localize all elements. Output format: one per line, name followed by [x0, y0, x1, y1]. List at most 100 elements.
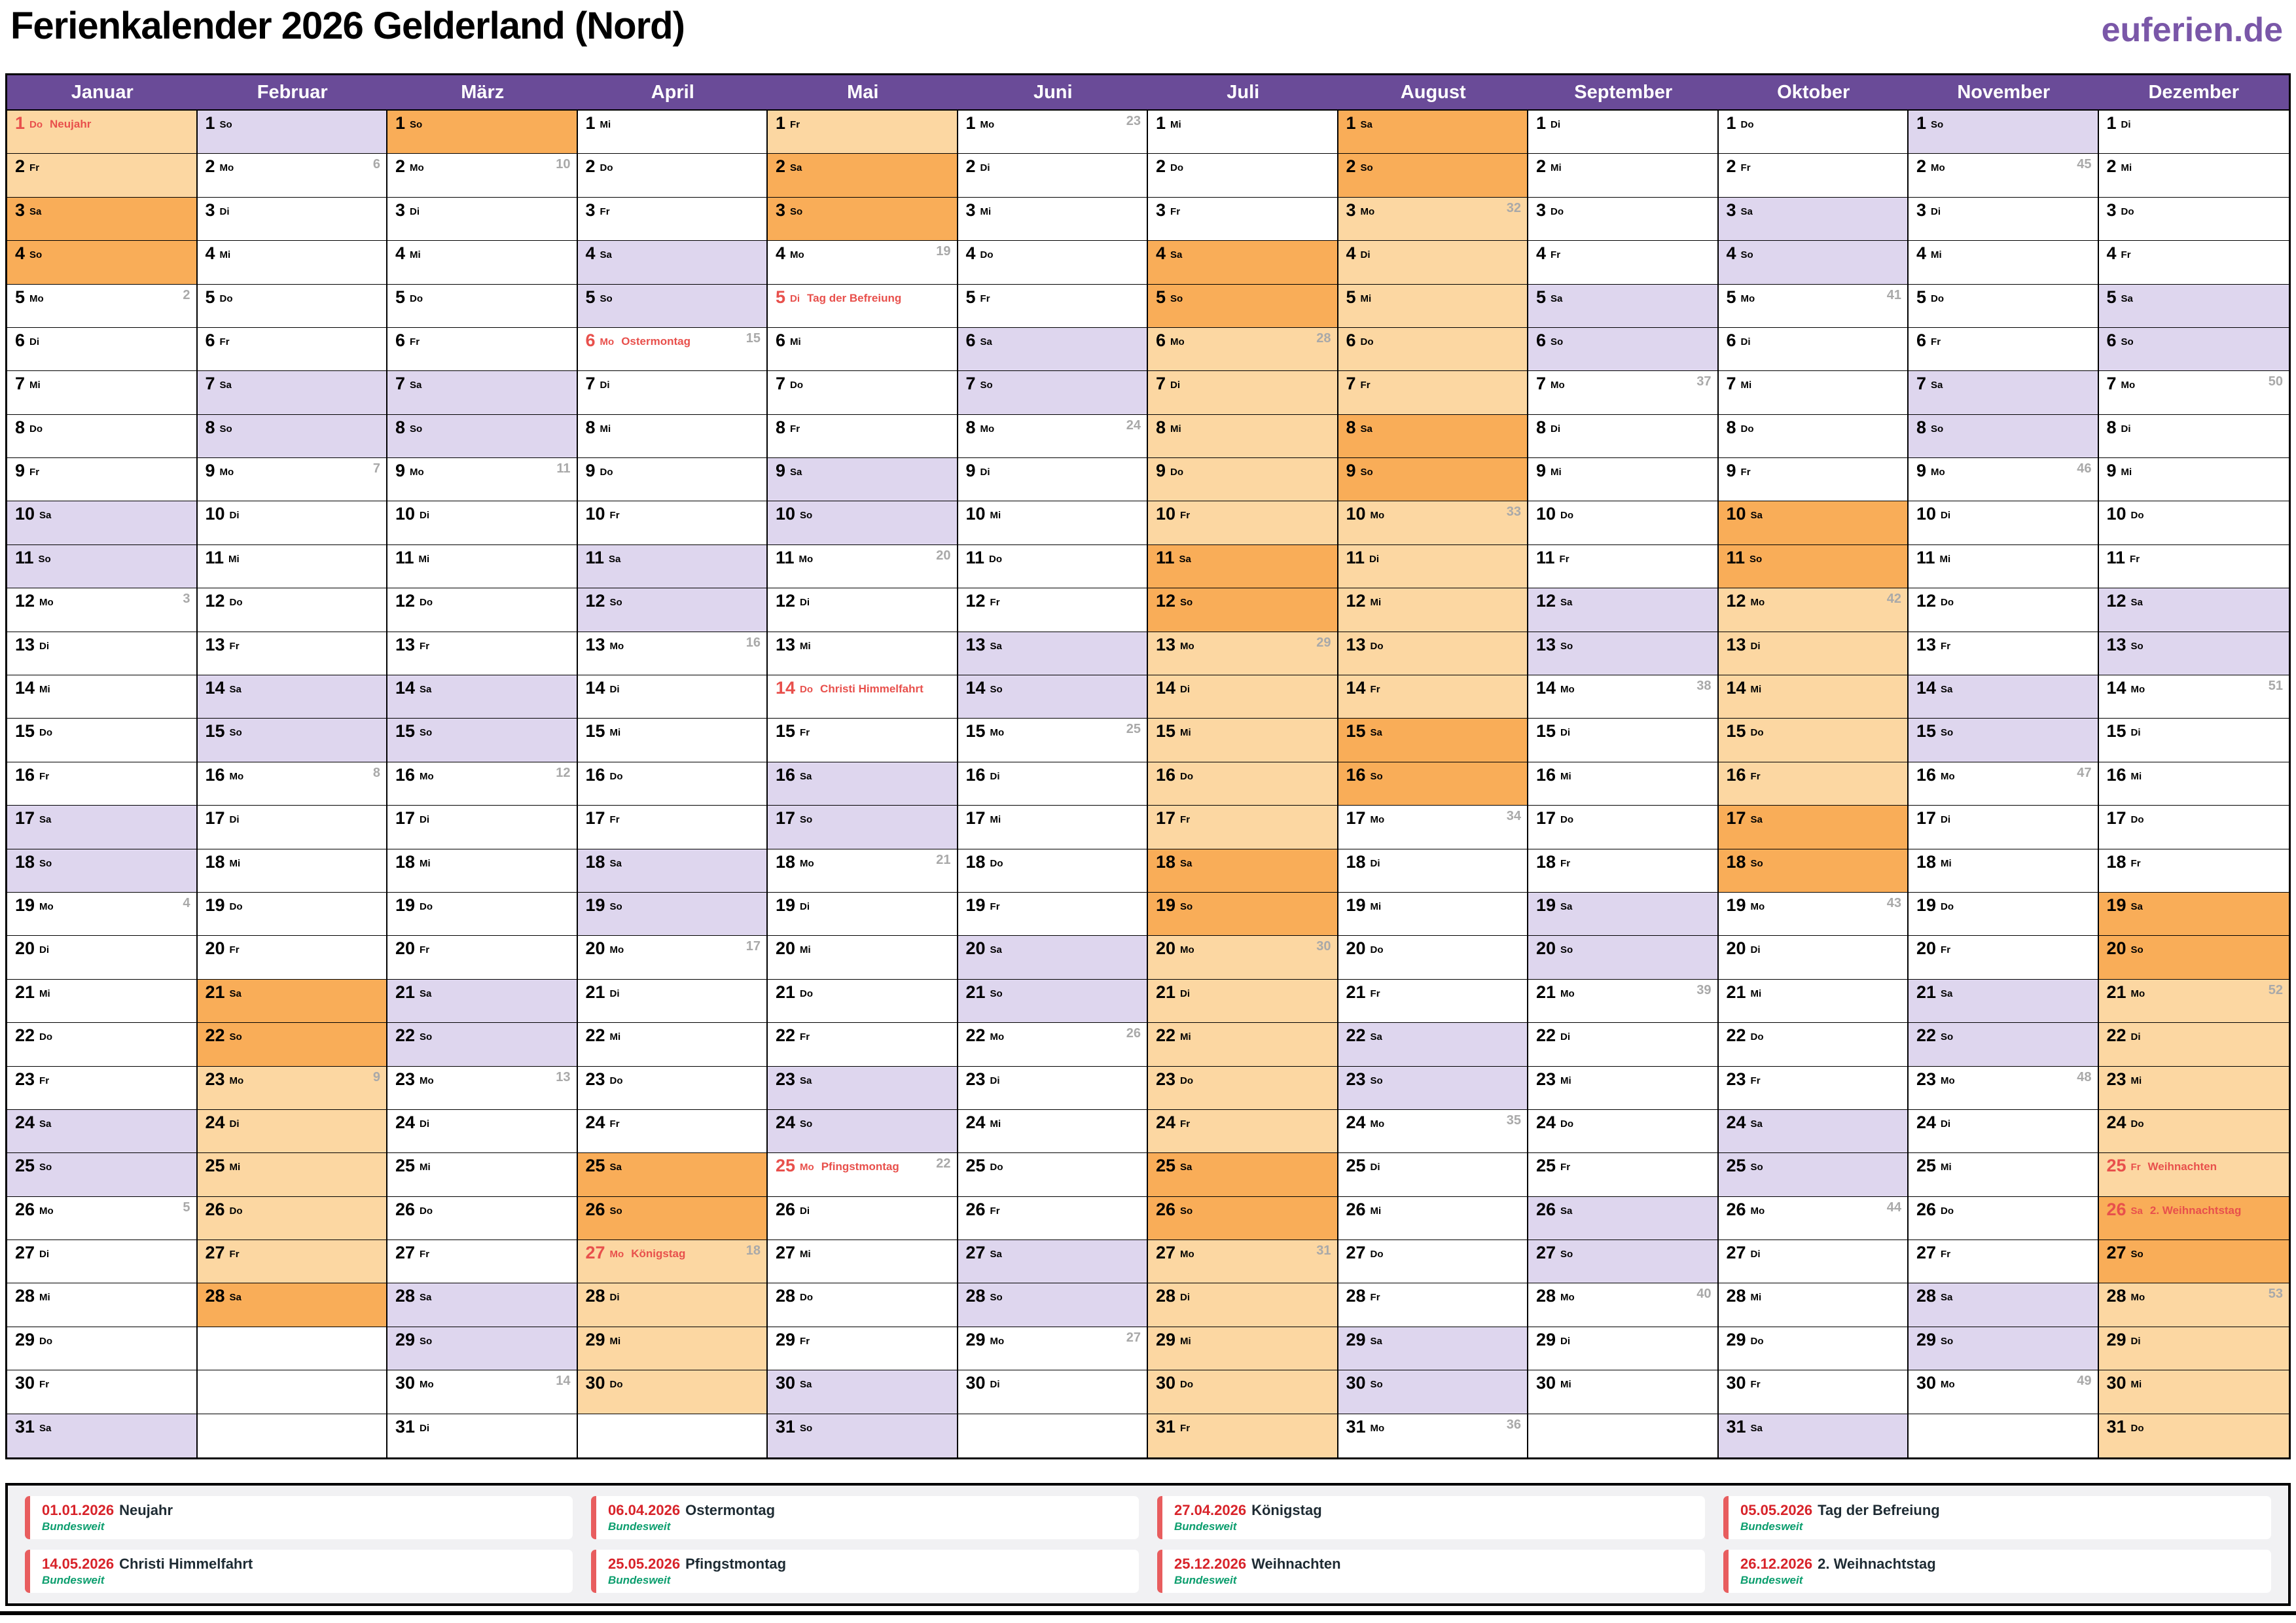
day-number: 4	[1156, 243, 1166, 264]
day-cell: 13 So	[2098, 632, 2289, 676]
weekday-label: So	[980, 380, 993, 391]
day-cell: 9 Fr	[7, 458, 196, 502]
weekday-label: Di	[990, 1379, 1000, 1391]
month-header-juli: Juli	[1227, 81, 1260, 103]
day-number: 27	[1156, 1243, 1176, 1263]
legend-scope: Bundesweit	[608, 1574, 671, 1587]
day-number: 18	[965, 851, 986, 872]
day-number: 10	[965, 504, 986, 524]
day-number: 10	[1346, 504, 1366, 524]
weekday-label: Mo	[980, 423, 995, 435]
day-cell: 14 Fr	[1338, 675, 1527, 719]
day-number: 24	[1156, 1112, 1176, 1132]
day-number: 31	[1726, 1416, 1746, 1436]
weekday-label: So	[2130, 640, 2144, 652]
day-number: 5	[585, 287, 596, 307]
weekday-label: So	[790, 205, 803, 217]
weekday-label: Di	[600, 380, 610, 391]
weekday-label: Sa	[420, 988, 432, 999]
day-number: 8	[205, 417, 215, 437]
day-cell: 26 Do	[197, 1196, 386, 1241]
weekday-label: Mi	[1180, 1335, 1191, 1347]
day-cell: 19 Mo 4	[7, 892, 196, 936]
day-cell: 1 So	[387, 111, 577, 154]
day-cell: 7 So	[958, 371, 1147, 415]
month-header-märz: März	[461, 81, 505, 103]
weekday-label: Do	[2130, 1118, 2144, 1130]
day-number: 14	[1916, 678, 1937, 698]
week-number: 28	[1316, 330, 1331, 346]
weekday-label: Mi	[229, 1162, 241, 1173]
day-cell: 6 Fr	[197, 327, 386, 372]
legend-holiday-name: Tag der Befreiung	[1818, 1501, 1940, 1518]
empty-day-cell	[577, 1414, 766, 1457]
weekday-label: Fr	[229, 640, 240, 652]
weekday-label: Mo	[609, 640, 624, 652]
day-number: 2	[1536, 156, 1547, 177]
weekday-label: Do	[39, 727, 53, 739]
day-number: 9	[585, 461, 596, 481]
day-cell: 2 Mi	[2098, 154, 2289, 198]
day-number: 8	[965, 417, 976, 437]
day-number: 8	[776, 417, 786, 437]
day-number: 24	[965, 1112, 986, 1132]
day-cell: 30 So	[1338, 1370, 1527, 1414]
weekday-label: Sa	[1750, 510, 1763, 522]
day-cell: 2 Mo 45	[1909, 154, 2098, 198]
weekday-label: Di	[1180, 1292, 1191, 1304]
weekday-label: Sa	[800, 1075, 812, 1086]
day-number: 22	[585, 1026, 605, 1046]
day-cell: 9 Mo 46	[1909, 458, 2098, 502]
day-number: 6	[2106, 330, 2117, 350]
weekday-label: Sa	[600, 249, 612, 261]
weekday-label: Sa	[229, 684, 242, 696]
weekday-label: Di	[2121, 119, 2131, 130]
weekday-label: Mo	[219, 467, 234, 478]
day-number: 21	[776, 982, 796, 1002]
weekday-label: Do	[1370, 944, 1384, 956]
day-cell: 21 Di	[577, 979, 766, 1024]
holiday-label: Tag der Befreiung	[807, 291, 902, 304]
legend-card: 26.12.2026 2. Weihnachtstag Bundesweit	[1723, 1550, 2271, 1593]
day-number: 26	[205, 1199, 225, 1219]
day-cell: 28 So	[958, 1283, 1147, 1327]
weekday-label: Mi	[1560, 1379, 1571, 1391]
day-number: 12	[585, 591, 605, 611]
weekday-label: Di	[990, 770, 1000, 782]
weekday-label: So	[800, 1422, 813, 1434]
weekday-label: Do	[1370, 1249, 1384, 1260]
weekday-label: Fr	[1941, 944, 1951, 956]
holiday-label: 2. Weihnachtstag	[2149, 1204, 2242, 1217]
weekday-label: So	[1560, 1249, 1573, 1260]
day-number: 29	[585, 1329, 605, 1349]
day-cell: 20 Mo 17	[577, 936, 766, 980]
day-number: 27	[1346, 1243, 1366, 1263]
weekday-label: Do	[1360, 336, 1374, 348]
weekday-label: Do	[600, 467, 613, 478]
day-number: 6	[1156, 330, 1166, 350]
weekday-label: Di	[1170, 380, 1181, 391]
day-number: 29	[15, 1329, 35, 1349]
weekday-label: Sa	[1370, 727, 1382, 739]
weekday-label: Mi	[1180, 727, 1191, 739]
weekday-label: Do	[800, 988, 814, 999]
day-number: 13	[1726, 634, 1746, 654]
day-number: 18	[1346, 851, 1366, 872]
day-cell: 12 Mo 42	[1718, 588, 1907, 632]
week-number: 42	[1886, 592, 1901, 607]
weekday-label: Mo	[1740, 293, 1755, 304]
day-number: 14	[2106, 678, 2126, 698]
weekday-label: Sa	[2130, 597, 2143, 609]
day-cell: 5 Mo 41	[1718, 284, 1907, 328]
day-cell: 30 Di	[958, 1370, 1147, 1414]
day-number: 26	[2106, 1199, 2126, 1219]
weekday-label: So	[1170, 293, 1183, 304]
weekday-label: Fr	[39, 1379, 50, 1391]
weekday-label: Mi	[410, 249, 421, 261]
weekday-label: Fr	[420, 640, 430, 652]
day-number: 18	[395, 851, 416, 872]
weekday-label: Di	[609, 1292, 620, 1304]
day-number: 20	[1536, 938, 1556, 959]
legend-card: 25.12.2026 Weihnachten Bundesweit	[1157, 1550, 1705, 1593]
weekday-label: Mo	[229, 770, 244, 782]
